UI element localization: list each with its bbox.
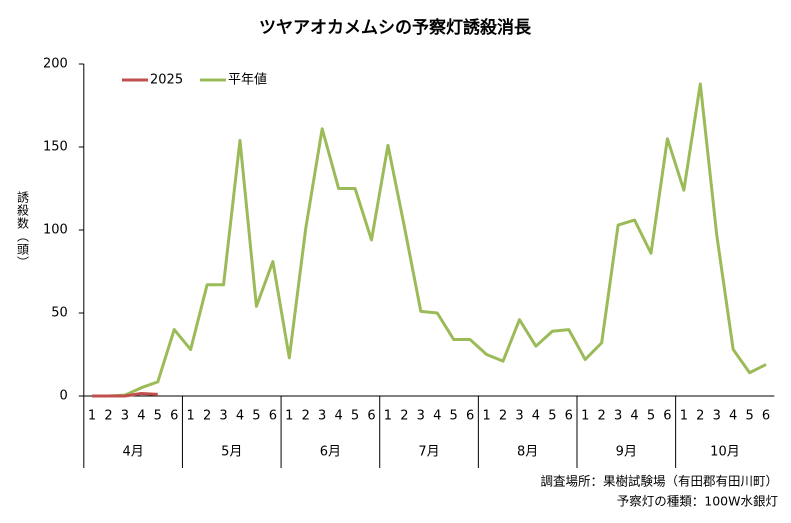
x-tick-label: 1 [384,409,392,424]
x-tick-label: 3 [417,409,425,424]
y-tick-label: 0 [60,389,68,404]
group-label: 7月 [418,445,439,460]
x-tick-label: 5 [548,409,556,424]
x-tick-label: 6 [565,409,573,424]
x-tick-label: 4 [334,409,342,424]
x-tick-label: 4 [532,409,540,424]
x-tick-label: 2 [203,409,211,424]
x-tick-label: 5 [450,409,458,424]
x-tick-label: 2 [696,409,704,424]
x-tick-label: 4 [433,409,441,424]
y-tick-label: 200 [43,57,68,72]
x-tick-label: 3 [219,409,227,424]
x-tick-label: 1 [581,409,589,424]
x-tick-label: 3 [614,409,622,424]
x-tick-label: 5 [252,409,260,424]
x-tick-label: 6 [663,409,671,424]
line-series [92,82,767,398]
legend-label: 平年値 [228,72,267,88]
x-tick-label: 1 [187,409,195,424]
x-tick-label: 6 [367,409,375,424]
x-tick-label: 4 [729,409,737,424]
x-tick-label: 4 [137,409,145,424]
x-tick-label: 5 [647,409,655,424]
x-tick-label: 3 [121,409,129,424]
group-label: 6月 [320,445,341,460]
chart-title: ツヤアオカメムシの予察灯誘殺消長 [259,17,532,38]
x-tick-label: 1 [680,409,688,424]
x-tick-label: 4 [236,409,244,424]
group-label: 4月 [122,445,143,460]
x-tick-label: 4 [630,409,638,424]
y-tick-label: 150 [43,140,68,155]
y-tick-label: 50 [51,306,68,321]
x-tick-label: 2 [400,409,408,424]
x-tick-label: 6 [170,409,178,424]
x-tick-label: 2 [499,409,507,424]
x-tick-label: 2 [302,409,310,424]
x-tick-label: 2 [104,409,112,424]
x-tick-label: 3 [713,409,721,424]
y-tick-label: 100 [43,223,68,238]
x-tick-label: 5 [351,409,359,424]
x-tick-label: 3 [515,409,523,424]
group-label: 10月 [710,445,740,460]
x-tick-label: 6 [762,409,770,424]
x-tick-label: 3 [318,409,326,424]
x-tick-label: 2 [598,409,606,424]
group-label: 8月 [517,445,538,460]
group-label: 9月 [616,445,637,460]
x-tick-label: 6 [269,409,277,424]
note: 調査場所：果樹試験場（有田郡有田川町） [540,474,778,489]
legend-label: 2025 [150,73,183,88]
x-tick-label: 1 [88,409,96,424]
note: 予察灯の種類：100W水銀灯 [617,494,778,509]
x-tick-label: 5 [745,409,753,424]
x-tick-label: 6 [466,409,474,424]
x-tick-label: 1 [482,409,490,424]
x-tick-label: 5 [154,409,162,424]
y-axis-label: 誘殺数（頭） [16,191,30,269]
line-series [92,392,158,398]
x-tick-label: 1 [285,409,293,424]
group-label: 5月 [221,445,242,460]
